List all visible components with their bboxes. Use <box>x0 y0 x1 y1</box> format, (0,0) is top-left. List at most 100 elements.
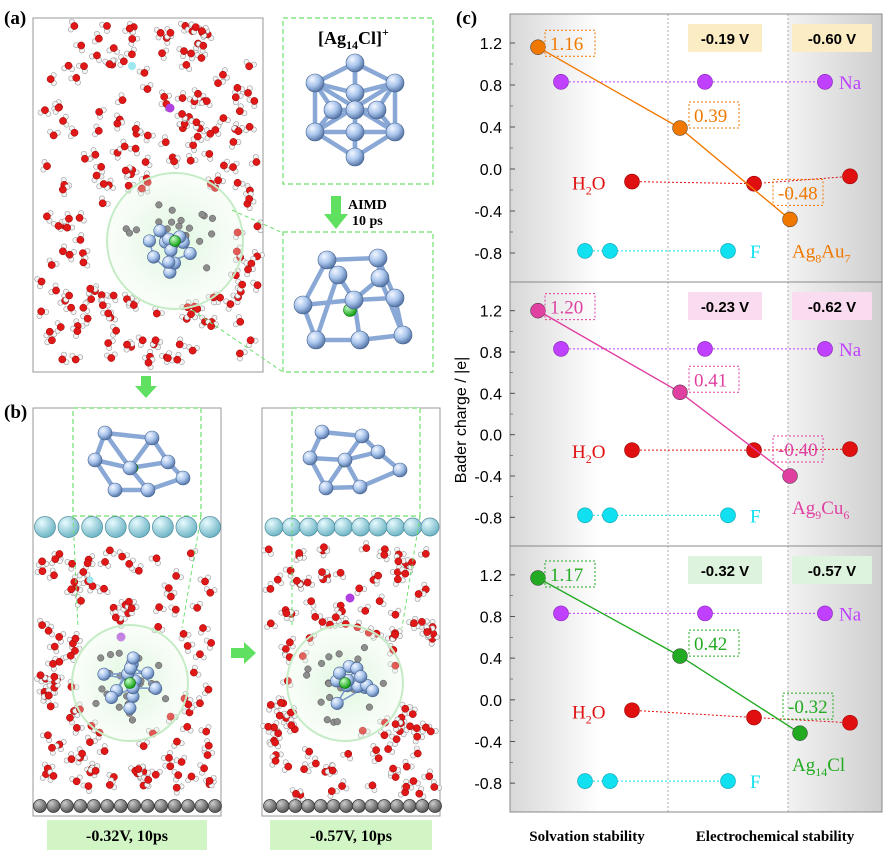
h2o-point <box>624 442 640 458</box>
cluster-point <box>672 120 688 136</box>
o-atom <box>236 349 244 358</box>
o-atom <box>152 554 161 563</box>
ag-atom <box>317 250 337 270</box>
organic-atom <box>354 655 362 663</box>
o-atom <box>151 336 160 345</box>
o-atom <box>391 773 400 781</box>
o-atom <box>70 578 79 586</box>
o-atom <box>52 286 60 295</box>
o-atom <box>389 764 397 773</box>
surface-atom <box>33 799 47 813</box>
organic-atom <box>155 218 163 226</box>
surface-atom <box>275 799 290 813</box>
f-point <box>577 243 593 259</box>
ag-atom <box>354 670 368 684</box>
y-tick-label: -0.8 <box>474 246 502 263</box>
cluster-point <box>672 384 688 401</box>
cluster-relaxed-structure <box>293 248 413 350</box>
ag-atom <box>314 424 330 440</box>
organic-atom <box>128 716 136 724</box>
o-atom <box>264 722 273 731</box>
o-atom <box>165 754 173 762</box>
o-atom <box>401 704 410 713</box>
o-atom <box>264 545 273 554</box>
o-atom <box>139 742 148 750</box>
o-atom <box>234 127 243 135</box>
o-atom <box>79 303 88 312</box>
o-atom <box>214 79 222 87</box>
surface-atom <box>385 517 405 537</box>
o-atom <box>285 638 294 647</box>
surface-atom <box>316 517 336 537</box>
o-atom <box>100 584 108 593</box>
o-atom <box>172 783 181 792</box>
y-tick-label: 0.8 <box>480 345 502 362</box>
ag-atom <box>104 691 118 705</box>
y-tick-label: 0.4 <box>480 120 502 137</box>
solvation-shade <box>510 282 600 546</box>
cluster-value-label: -0.40 <box>778 440 818 461</box>
o-atom <box>177 758 186 766</box>
o-atom <box>54 222 63 230</box>
f-ion <box>86 576 94 584</box>
surface-atom <box>281 517 301 537</box>
zoom-line-left-2 <box>181 515 202 629</box>
organic-atom <box>155 201 163 209</box>
ag-atom <box>330 696 344 710</box>
o-atom <box>244 89 252 97</box>
electrode-bottom-right <box>263 799 442 813</box>
ag-atom <box>142 234 156 248</box>
o-atom <box>344 750 353 758</box>
ag-atom <box>122 460 138 476</box>
o-atom <box>204 685 213 694</box>
o-atom <box>63 223 71 232</box>
surface-atom <box>104 516 127 538</box>
ag-atom <box>87 452 103 468</box>
organic-atom <box>360 644 369 652</box>
surface-atom <box>86 799 101 813</box>
o-atom <box>233 178 242 187</box>
o-atom <box>125 24 134 33</box>
cluster-structure-left <box>87 425 191 498</box>
o-atom <box>413 749 422 758</box>
o-atom <box>70 128 79 137</box>
o-atom <box>413 732 422 741</box>
o-atom <box>372 746 380 754</box>
o-atom <box>282 609 291 618</box>
o-atom <box>303 578 312 587</box>
surface-atom <box>181 799 195 813</box>
ag-atom <box>344 290 364 310</box>
ag-atom <box>126 651 140 665</box>
value-label-box <box>688 365 740 393</box>
ag-atom <box>333 666 347 680</box>
f-label: F <box>750 772 761 793</box>
o-atom <box>338 782 346 790</box>
o-atom <box>77 41 86 50</box>
y-tick-label: 0.0 <box>480 162 502 179</box>
o-atom <box>202 727 211 736</box>
ag-atom <box>328 265 348 285</box>
organic-atom <box>115 703 123 711</box>
surface-atom <box>339 799 354 813</box>
cluster-point <box>782 468 798 484</box>
value-label-box <box>688 629 740 657</box>
organic-atom <box>132 226 140 234</box>
o-atom <box>56 323 65 331</box>
value-label-box <box>544 293 596 321</box>
o-atom <box>135 566 143 575</box>
o-atom <box>88 582 97 590</box>
o-atom <box>43 162 51 170</box>
o-atom <box>72 74 81 82</box>
o-atom <box>295 549 303 557</box>
o-atom <box>41 106 49 114</box>
ag-atom <box>147 250 161 264</box>
ag-cluster-solvated-a <box>122 201 216 279</box>
ag-cluster-right <box>303 644 387 726</box>
o-atom <box>284 762 293 771</box>
na-point <box>697 605 713 622</box>
organic-atom <box>106 651 115 659</box>
y-tick-label: -0.8 <box>474 510 502 527</box>
o-atom <box>401 569 410 578</box>
cluster-point <box>792 725 808 741</box>
na-point <box>817 74 833 90</box>
